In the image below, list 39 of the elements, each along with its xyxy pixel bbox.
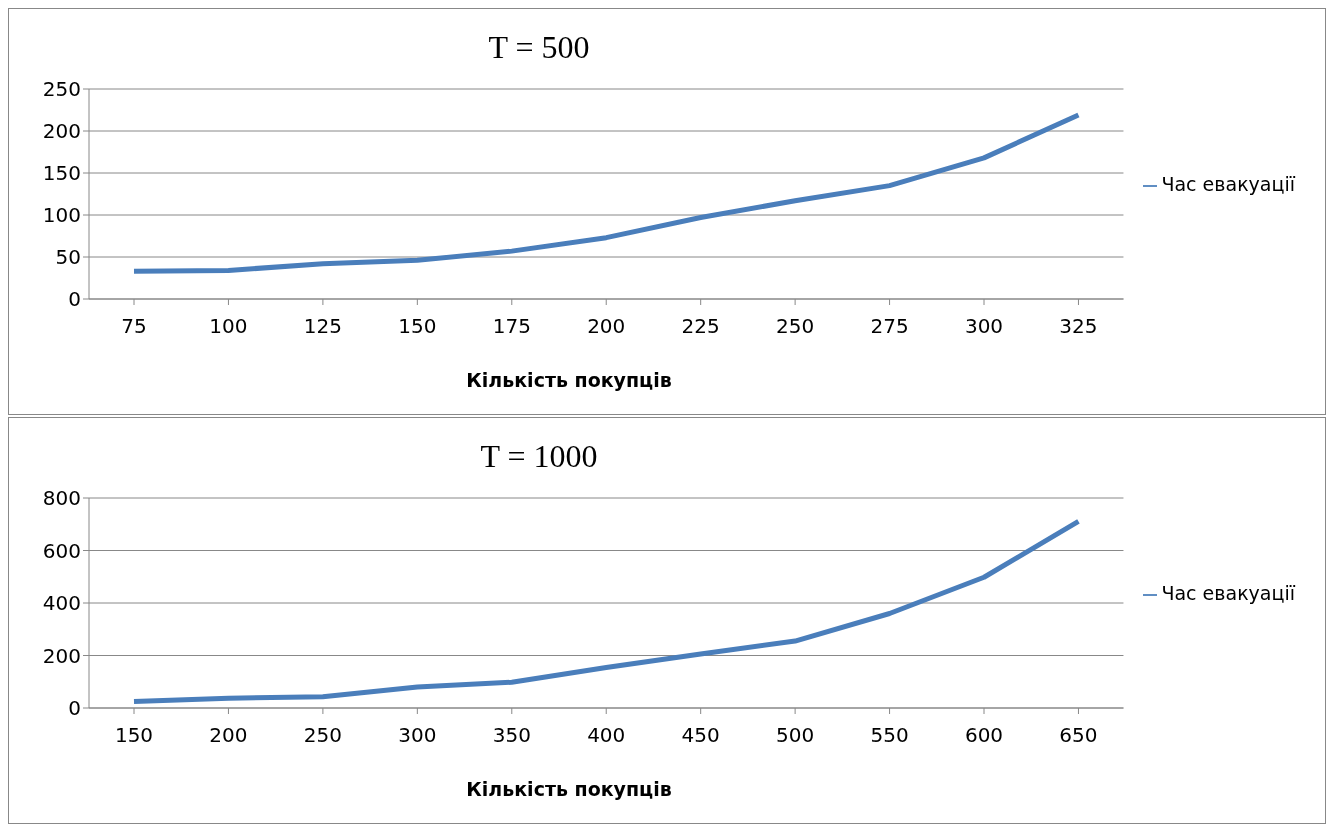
y-tick-label: 600 [42, 538, 81, 563]
x-tick-label: 150 [114, 723, 154, 748]
x-tick-label: 250 [776, 314, 815, 339]
y-tick-label: 400 [42, 591, 81, 616]
y-tick-label: 250 [42, 77, 81, 102]
x-tick-label: 175 [492, 314, 531, 339]
x-axis-title: Кількість покупців [465, 778, 673, 800]
y-tick-label: 0 [68, 696, 81, 721]
x-tick-label: 125 [303, 314, 342, 339]
x-tick-label: 500 [776, 723, 815, 748]
x-tick-label: 100 [209, 314, 248, 339]
legend-label: Час евакуації [1161, 173, 1295, 195]
x-tick-label: 75 [121, 314, 147, 339]
y-tick-label: 800 [42, 486, 81, 511]
x-tick-label: 150 [398, 314, 437, 339]
x-tick-label: 300 [964, 314, 1004, 339]
x-tick-label: 275 [870, 314, 909, 339]
x-tick-label: 450 [681, 723, 720, 748]
x-tick-label: 650 [1059, 723, 1098, 748]
y-tick-label: 50 [55, 245, 81, 270]
x-tick-label: 325 [1059, 314, 1098, 339]
x-tick-label: 225 [681, 314, 720, 339]
y-tick-label: 0 [68, 287, 81, 312]
legend-label: Час евакуації [1161, 582, 1295, 604]
x-tick-label: 550 [870, 723, 909, 748]
chart-title: T = 500 [487, 29, 591, 66]
y-tick-label: 200 [42, 643, 81, 668]
x-tick-label: 600 [964, 723, 1004, 748]
y-tick-label: 150 [42, 161, 81, 186]
x-tick-label: 250 [303, 723, 342, 748]
x-tick-label: 350 [492, 723, 531, 748]
x-tick-label: 400 [587, 723, 626, 748]
y-tick-label: 200 [42, 119, 81, 144]
x-axis-title: Кількість покупців [465, 369, 673, 391]
x-tick-label: 200 [587, 314, 626, 339]
chart-title: T = 1000 [479, 438, 599, 475]
x-tick-label: 200 [209, 723, 248, 748]
y-tick-label: 100 [42, 203, 81, 228]
x-tick-label: 300 [398, 723, 437, 748]
